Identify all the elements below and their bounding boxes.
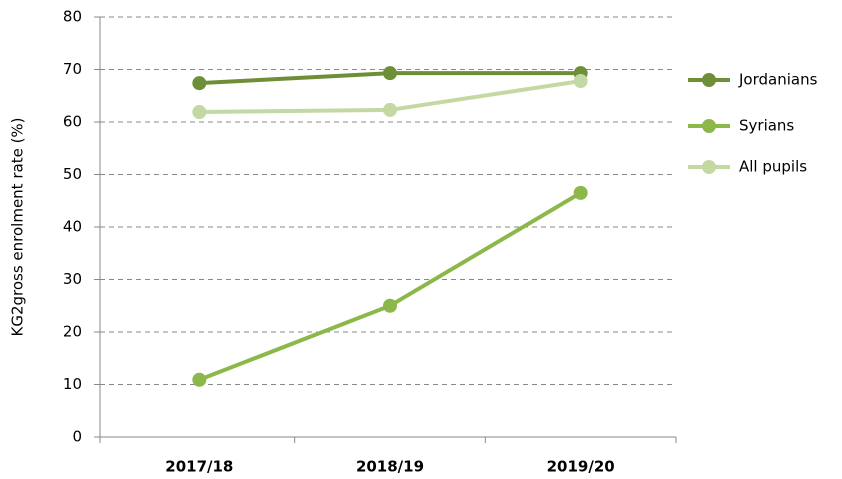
data-point: [192, 105, 207, 120]
y-tick-label: 20: [63, 323, 82, 341]
legend-marker: [702, 119, 716, 133]
data-point: [383, 298, 397, 313]
x-tick-label: 2018/19: [356, 458, 424, 476]
y-tick-label: 40: [63, 218, 82, 236]
legend-marker: [702, 160, 716, 174]
y-axis-label: KG2gross enrolment rate (%): [9, 117, 27, 336]
data-point: [573, 185, 588, 200]
y-tick-label: 80: [63, 8, 82, 26]
y-tick-label: 10: [63, 375, 82, 393]
data-point: [383, 102, 397, 117]
x-tick-label: 2019/20: [547, 458, 615, 476]
legend-label: Jordanians: [738, 71, 818, 89]
y-tick-label: 30: [63, 270, 82, 288]
legend-label: Syrians: [739, 117, 794, 135]
y-tick-label: 60: [63, 113, 82, 131]
series-line: [198, 191, 582, 382]
x-tick-label: 2017/18: [165, 458, 233, 476]
y-tick-label: 0: [72, 428, 82, 446]
data-point: [383, 66, 397, 81]
data-point: [573, 74, 588, 89]
legend-marker: [702, 73, 716, 87]
data-point: [192, 76, 207, 91]
data-point: [192, 372, 207, 387]
legend-label: All pupils: [739, 158, 807, 176]
y-tick-label: 50: [63, 165, 82, 183]
y-tick-label: 70: [63, 60, 82, 78]
